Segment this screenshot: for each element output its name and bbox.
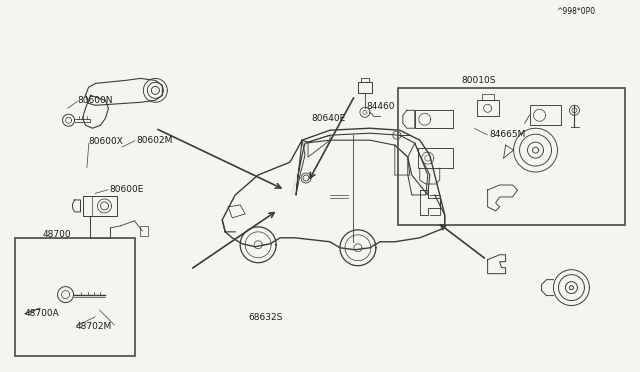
Text: 48700A: 48700A: [25, 310, 60, 318]
Text: 84460: 84460: [366, 102, 394, 111]
Bar: [418, 148, 452, 168]
Bar: [15, 238, 135, 356]
Bar: [477, 100, 499, 116]
Polygon shape: [290, 140, 308, 195]
Bar: [482, 94, 493, 100]
Text: 68632S: 68632S: [248, 313, 283, 322]
Bar: [415, 110, 452, 128]
Bar: [398, 88, 625, 225]
Text: 80602M: 80602M: [136, 136, 172, 145]
Bar: [140, 226, 148, 236]
Text: 80600X: 80600X: [89, 137, 124, 146]
Bar: [361, 78, 369, 82]
Text: ^998*0P0: ^998*0P0: [556, 7, 595, 16]
Text: 80600N: 80600N: [77, 96, 113, 105]
Text: 80640E: 80640E: [312, 114, 346, 123]
Text: 48700: 48700: [43, 230, 71, 239]
Bar: [83, 196, 118, 216]
Text: 80010S: 80010S: [461, 76, 495, 85]
Bar: [358, 82, 372, 93]
Text: 80600E: 80600E: [109, 185, 143, 194]
Text: 48702M: 48702M: [76, 322, 112, 331]
Text: 84665M: 84665M: [489, 130, 525, 140]
Bar: [529, 105, 561, 125]
